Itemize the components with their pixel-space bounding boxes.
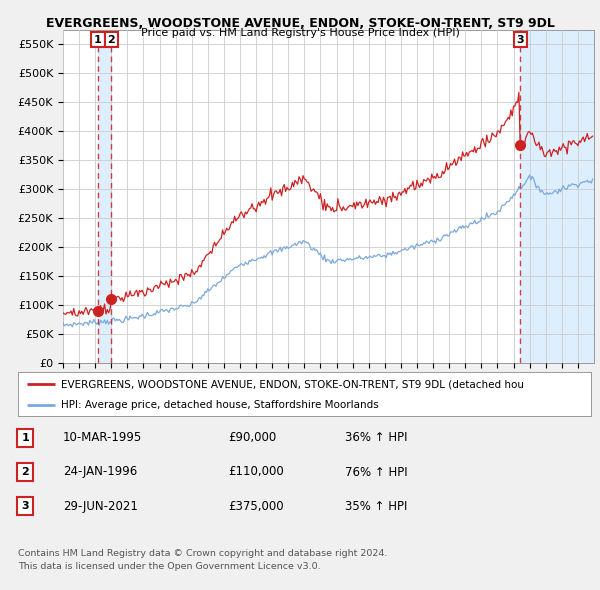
Text: 36% ↑ HPI: 36% ↑ HPI [345, 431, 407, 444]
Text: Price paid vs. HM Land Registry's House Price Index (HPI): Price paid vs. HM Land Registry's House … [140, 28, 460, 38]
Bar [98, 30, 111, 363]
Text: 2: 2 [107, 34, 115, 44]
Text: 1: 1 [94, 34, 102, 44]
Text: This data is licensed under the Open Government Licence v3.0.: This data is licensed under the Open Gov… [18, 562, 320, 571]
Text: EVERGREENS, WOODSTONE AVENUE, ENDON, STOKE-ON-TRENT, ST9 9DL (detached hou: EVERGREENS, WOODSTONE AVENUE, ENDON, STO… [61, 379, 524, 389]
Text: 2: 2 [22, 467, 29, 477]
Text: 1: 1 [22, 433, 29, 442]
Bar [63, 30, 594, 363]
Text: 76% ↑ HPI: 76% ↑ HPI [345, 466, 407, 478]
Text: HPI: Average price, detached house, Staffordshire Moorlands: HPI: Average price, detached house, Staf… [61, 400, 379, 410]
Text: 24-JAN-1996: 24-JAN-1996 [63, 466, 137, 478]
Text: £375,000: £375,000 [228, 500, 284, 513]
Bar [520, 30, 594, 363]
Text: 3: 3 [22, 502, 29, 511]
Bar [63, 30, 594, 363]
Text: EVERGREENS, WOODSTONE AVENUE, ENDON, STOKE-ON-TRENT, ST9 9DL: EVERGREENS, WOODSTONE AVENUE, ENDON, STO… [46, 17, 554, 30]
Text: Contains HM Land Registry data © Crown copyright and database right 2024.: Contains HM Land Registry data © Crown c… [18, 549, 388, 558]
Text: £110,000: £110,000 [228, 466, 284, 478]
Text: 10-MAR-1995: 10-MAR-1995 [63, 431, 142, 444]
Text: 35% ↑ HPI: 35% ↑ HPI [345, 500, 407, 513]
Text: £90,000: £90,000 [228, 431, 276, 444]
Text: 3: 3 [517, 34, 524, 44]
Text: 29-JUN-2021: 29-JUN-2021 [63, 500, 138, 513]
